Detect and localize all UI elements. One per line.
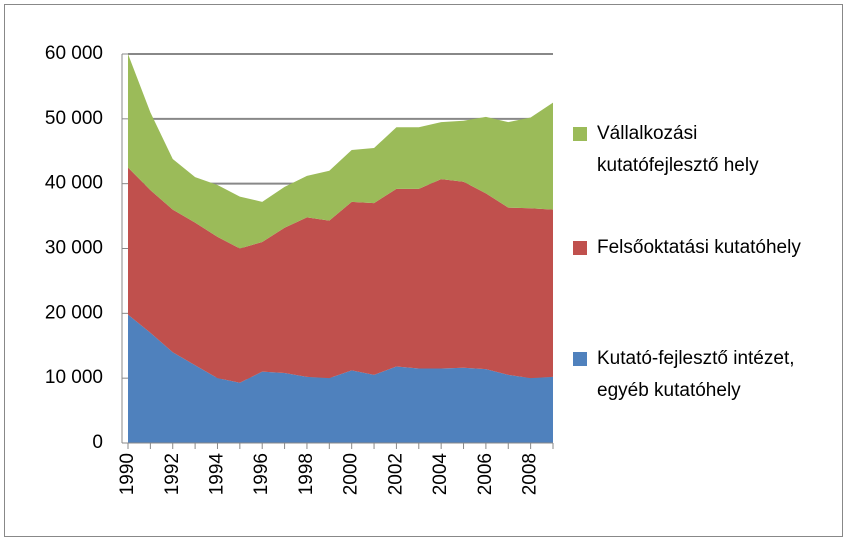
x-tick-label: 2000	[341, 453, 362, 495]
legend-label: Kutató-fejlesztő intézet, egyéb kutatóhe…	[597, 348, 795, 401]
y-tick-label: 30 000	[45, 238, 103, 259]
y-tick-label: 50 000	[45, 108, 103, 129]
legend-label: Felsőoktatási kutatóhely	[597, 237, 801, 258]
area	[128, 167, 553, 383]
legend-entry: Vállalkozási kutatófejlesztő hely	[573, 118, 833, 182]
area	[128, 54, 553, 249]
x-tick-label: 2004	[430, 453, 451, 496]
legend-entry: Felsőoktatási kutatóhely	[573, 232, 833, 264]
x-tick-label: 2006	[475, 453, 496, 495]
x-tick-label: 2008	[520, 453, 541, 495]
legend-label: Vállalkozási kutatófejlesztő hely	[597, 123, 759, 176]
y-tick-label: 60 000	[45, 43, 103, 64]
y-tick-label: 10 000	[45, 367, 103, 388]
y-tick-label: 40 000	[45, 173, 103, 194]
legend-swatch	[573, 352, 587, 366]
x-tick-label: 1994	[206, 453, 227, 496]
y-tick-label: 0	[92, 432, 103, 453]
x-tick-label: 1996	[251, 453, 272, 495]
x-tick-label: 1992	[162, 453, 183, 495]
legend-swatch	[573, 241, 587, 255]
x-tick-label: 1990	[117, 453, 138, 495]
y-tick-label: 20 000	[45, 302, 103, 323]
legend-swatch	[573, 127, 587, 141]
x-tick-label: 2002	[385, 453, 406, 495]
x-tick-label: 1998	[296, 453, 317, 495]
legend-entry: Kutató-fejlesztő intézet, egyéb kutatóhe…	[573, 343, 833, 407]
area	[128, 314, 553, 443]
